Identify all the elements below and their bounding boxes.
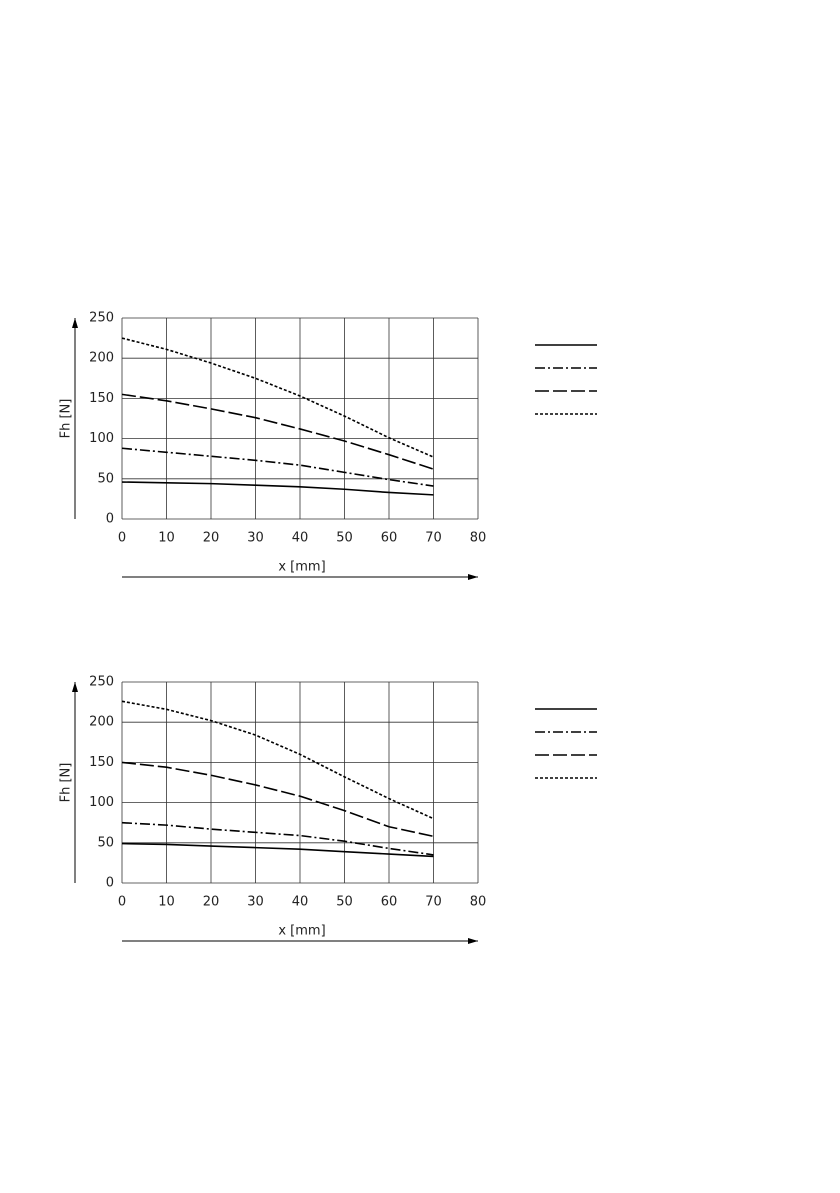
x-tick-label: 20 bbox=[203, 895, 220, 910]
chart: 0 50 100 150 200 250 0 10 20 30 40 50 60 70 80 Fh [N] x … bbox=[59, 311, 597, 580]
x-tick-label: 40 bbox=[292, 895, 309, 910]
x-tick-label: 20 bbox=[203, 531, 220, 546]
y-tick-label: 50 bbox=[97, 471, 114, 486]
y-tick-label: 0 bbox=[106, 512, 114, 527]
y-axis-label: Fh [N] bbox=[59, 399, 74, 439]
y-tick-label: 150 bbox=[89, 755, 114, 770]
y-tick-label: 250 bbox=[89, 675, 114, 690]
x-tick-label: 60 bbox=[381, 531, 398, 546]
series-line bbox=[121, 447, 434, 487]
y-tick-label: 150 bbox=[89, 391, 114, 406]
y-axis-label: Fh [N] bbox=[59, 763, 74, 803]
x-tick-label: 10 bbox=[158, 895, 175, 910]
y-tick-label: 50 bbox=[97, 835, 114, 850]
x-tick-label: 80 bbox=[470, 531, 487, 546]
y-tick-label: 100 bbox=[89, 795, 114, 810]
series-line bbox=[121, 700, 434, 820]
x-tick-label: 50 bbox=[336, 895, 353, 910]
x-tick-label: 50 bbox=[336, 531, 353, 546]
series-line bbox=[121, 393, 434, 470]
x-tick-label: 30 bbox=[247, 531, 264, 546]
x-tick-label: 60 bbox=[381, 895, 398, 910]
y-tick-label: 200 bbox=[89, 351, 114, 366]
series-line bbox=[121, 842, 434, 858]
series-line bbox=[121, 481, 434, 496]
x-tick-label: 30 bbox=[247, 895, 264, 910]
y-tick-label: 100 bbox=[89, 431, 114, 446]
y-tick-label: 250 bbox=[89, 311, 114, 326]
x-axis-label: x [mm] bbox=[278, 560, 325, 575]
x-tick-label: 80 bbox=[470, 895, 487, 910]
x-axis-label: x [mm] bbox=[278, 924, 325, 939]
y-tick-label: 0 bbox=[106, 876, 114, 891]
x-tick-label: 0 bbox=[118, 531, 126, 546]
series-line bbox=[121, 821, 434, 856]
series-line bbox=[121, 761, 434, 838]
x-tick-label: 70 bbox=[425, 531, 442, 546]
y-tick-label: 200 bbox=[89, 715, 114, 730]
x-tick-label: 10 bbox=[158, 531, 175, 546]
x-tick-label: 0 bbox=[118, 895, 126, 910]
x-tick-label: 40 bbox=[292, 531, 309, 546]
chart: 0 50 100 150 200 250 0 10 20 30 40 50 60 70 80 Fh [N] x … bbox=[59, 675, 597, 944]
series-line bbox=[121, 337, 434, 458]
x-tick-label: 70 bbox=[425, 895, 442, 910]
